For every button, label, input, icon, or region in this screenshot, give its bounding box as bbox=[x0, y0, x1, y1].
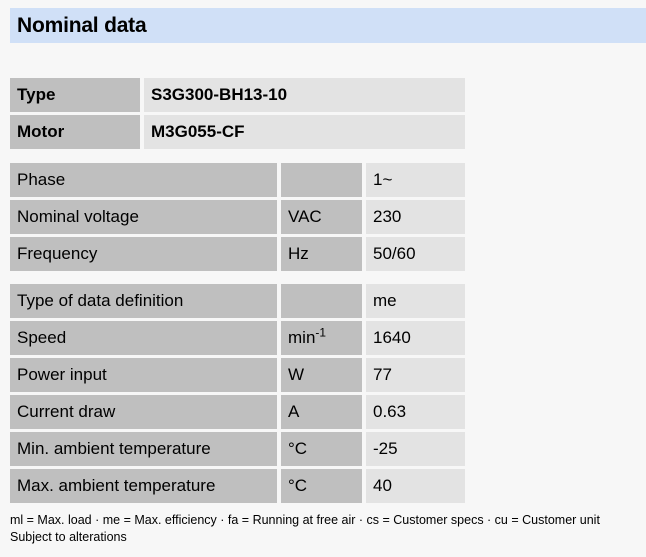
row-unit: °C bbox=[281, 432, 362, 466]
row-label: Min. ambient temperature bbox=[10, 432, 277, 466]
legend-text: ml = Max. load · me = Max. efficiency · … bbox=[10, 513, 600, 527]
page-title: Nominal data bbox=[17, 13, 147, 37]
row-label: Speed bbox=[10, 321, 277, 355]
row-unit: min-1 bbox=[281, 321, 362, 355]
table-row: Type S3G300-BH13-10 bbox=[10, 78, 646, 112]
row-value: 40 bbox=[366, 469, 465, 503]
row-value: 1~ bbox=[366, 163, 465, 197]
table-row: Nominal voltage VAC 230 bbox=[10, 200, 646, 234]
row-label: Type of data definition bbox=[10, 284, 277, 318]
table-row: Phase 1~ bbox=[10, 163, 646, 197]
row-unit bbox=[281, 163, 362, 197]
table-row: Max. ambient temperature °C 40 bbox=[10, 469, 646, 503]
section-header: Nominal data bbox=[10, 8, 646, 43]
row-value: -25 bbox=[366, 432, 465, 466]
table-row: Power input W 77 bbox=[10, 358, 646, 392]
row-label: Power input bbox=[10, 358, 277, 392]
table-row: Frequency Hz 50/60 bbox=[10, 237, 646, 271]
row-value: 1640 bbox=[366, 321, 465, 355]
table-row: Speed min-1 1640 bbox=[10, 321, 646, 355]
row-label: Type bbox=[10, 78, 140, 112]
row-label: Motor bbox=[10, 115, 140, 149]
footer: ml = Max. load · me = Max. efficiency · … bbox=[10, 512, 646, 546]
row-value: 230 bbox=[366, 200, 465, 234]
row-label: Current draw bbox=[10, 395, 277, 429]
row-value: S3G300-BH13-10 bbox=[144, 78, 465, 112]
row-value: 50/60 bbox=[366, 237, 465, 271]
row-unit: W bbox=[281, 358, 362, 392]
row-unit: Hz bbox=[281, 237, 362, 271]
table-row: Motor M3G055-CF bbox=[10, 115, 646, 149]
row-unit: VAC bbox=[281, 200, 362, 234]
row-value: 77 bbox=[366, 358, 465, 392]
row-label: Nominal voltage bbox=[10, 200, 277, 234]
row-unit bbox=[281, 284, 362, 318]
performance-data-table: Type of data definition me Speed min-1 1… bbox=[10, 284, 646, 503]
row-label: Phase bbox=[10, 163, 277, 197]
alterations-note: Subject to alterations bbox=[10, 530, 127, 544]
table-row: Current draw A 0.63 bbox=[10, 395, 646, 429]
table-row: Min. ambient temperature °C -25 bbox=[10, 432, 646, 466]
table-row: Type of data definition me bbox=[10, 284, 646, 318]
type-motor-table: Type S3G300-BH13-10 Motor M3G055-CF bbox=[10, 78, 646, 149]
row-label: Max. ambient temperature bbox=[10, 469, 277, 503]
row-value: 0.63 bbox=[366, 395, 465, 429]
row-unit: °C bbox=[281, 469, 362, 503]
row-value: M3G055-CF bbox=[144, 115, 465, 149]
row-value: me bbox=[366, 284, 465, 318]
electrical-data-table: Phase 1~ Nominal voltage VAC 230 Frequen… bbox=[10, 163, 646, 271]
row-label: Frequency bbox=[10, 237, 277, 271]
row-unit: A bbox=[281, 395, 362, 429]
